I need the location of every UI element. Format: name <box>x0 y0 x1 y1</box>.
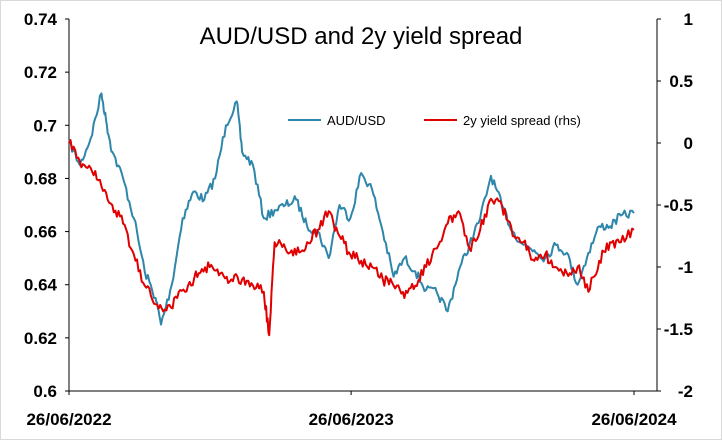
right-tick-label: 0.5 <box>669 72 693 91</box>
right-tick-label: -1 <box>678 258 693 277</box>
left-tick-label: 0.72 <box>24 63 57 82</box>
left-tick-label: 0.62 <box>24 329 57 348</box>
series-line-yield-spread <box>68 139 635 337</box>
right-tick-label: 1 <box>684 10 693 29</box>
axes <box>68 19 658 392</box>
legend-label-aud: AUD/USD <box>327 113 386 128</box>
series-line-aud-usd <box>68 92 635 326</box>
legend-label-spread: 2y yield spread (rhs) <box>463 113 581 128</box>
right-tick-label: -1.5 <box>664 320 693 339</box>
legend: AUD/USD 2y yield spread (rhs) <box>288 113 581 128</box>
right-axis-ticks: -2 -1.5 -1 -0.5 0 0.5 1 <box>657 10 693 401</box>
left-axis-ticks: 0.6 0.62 0.64 0.66 0.68 0.7 0.72 0.74 <box>24 10 69 401</box>
right-tick-label: -2 <box>678 382 693 401</box>
left-tick-label: 0.66 <box>24 223 57 242</box>
x-tick-label: 26/06/2022 <box>26 410 111 429</box>
right-tick-label: -0.5 <box>664 196 693 215</box>
left-tick-label: 0.64 <box>24 276 58 295</box>
x-axis-ticks: 26/06/2022 26/06/2023 26/06/2024 <box>26 391 677 429</box>
left-tick-label: 0.6 <box>33 382 57 401</box>
x-tick-label: 26/06/2023 <box>309 410 394 429</box>
chart-title: AUD/USD and 2y yield spread <box>200 23 523 50</box>
left-tick-label: 0.68 <box>24 169 57 188</box>
series-lines <box>68 92 635 337</box>
right-tick-label: 0 <box>684 134 693 153</box>
x-tick-label: 26/06/2024 <box>591 410 677 429</box>
left-tick-label: 0.74 <box>24 10 58 29</box>
left-tick-label: 0.7 <box>33 116 57 135</box>
